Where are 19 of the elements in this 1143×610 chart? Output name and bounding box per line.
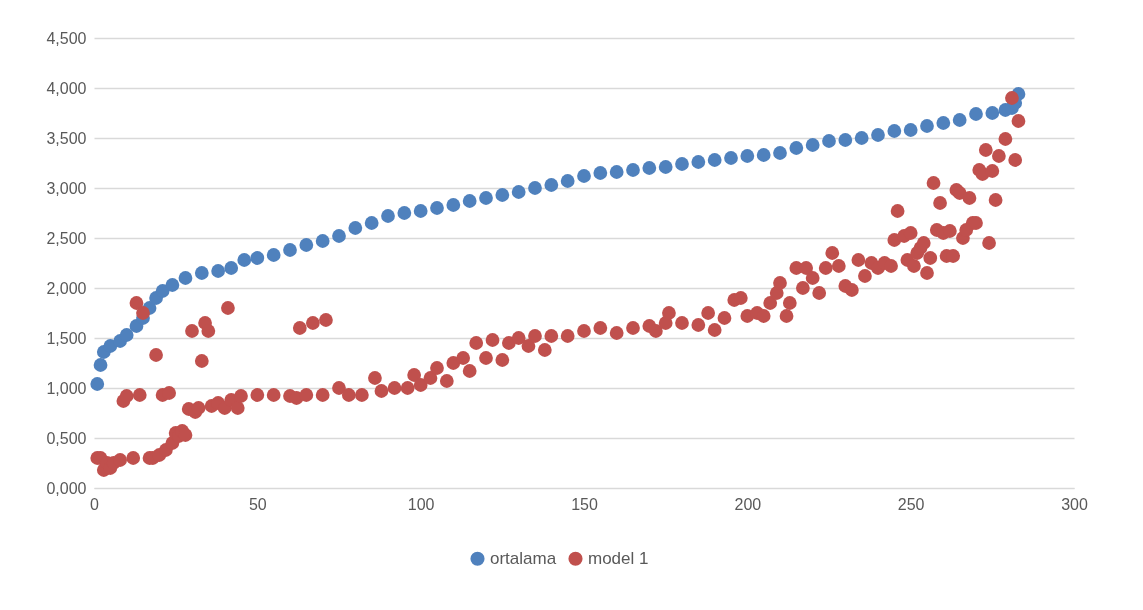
y-tick-label: 4,000 [46,79,87,97]
x-tick-label: 200 [734,495,762,513]
y-tick-label: 2,000 [46,279,87,297]
y-tick-label: 0,500 [46,429,87,447]
x-tick-label: 100 [407,495,435,513]
y-tick-label: 1,000 [46,379,87,397]
legend-label: model 1 [588,548,649,568]
x-tick-label: 50 [248,495,267,513]
x-tick-label: 0 [90,495,100,513]
y-tick-label: 0,000 [46,479,87,497]
x-tick-label: 250 [897,495,925,513]
x-tick-label: 300 [1061,495,1088,513]
y-tick-label: 3,000 [46,179,87,197]
x-tick-label: 150 [571,495,598,513]
y-tick-label: 3,500 [46,129,87,147]
y-tick-label: 2,500 [46,229,87,247]
legend-label: ortalama [490,548,557,568]
y-tick-label: 4,500 [46,29,87,47]
y-tick-label: 1,500 [46,329,87,347]
